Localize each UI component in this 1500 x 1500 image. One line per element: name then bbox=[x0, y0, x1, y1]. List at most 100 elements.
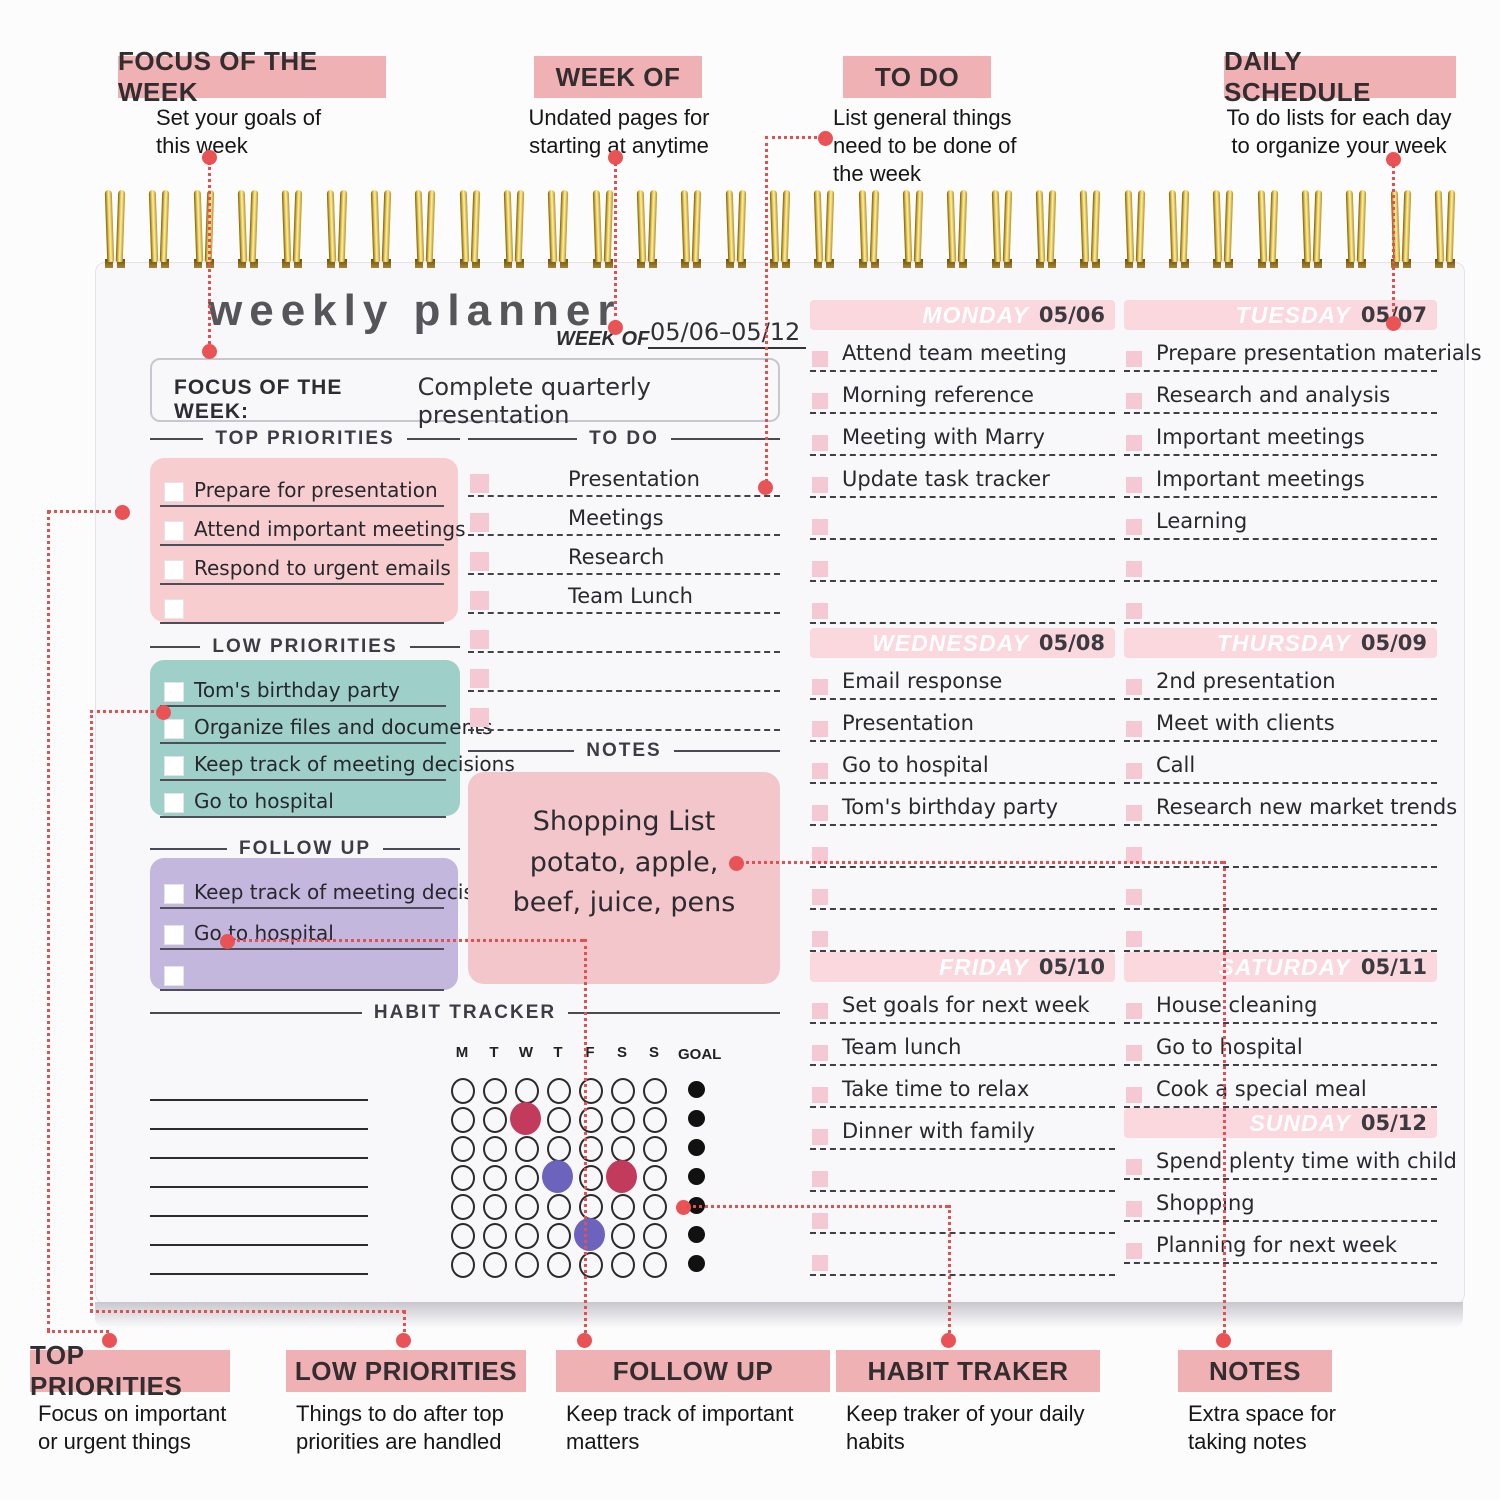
follow-up-row[interactable]: Keep track of meeting decisions bbox=[160, 868, 515, 909]
habit-circle[interactable] bbox=[643, 1078, 667, 1104]
habit-circle[interactable] bbox=[451, 1136, 475, 1162]
week-of-value[interactable]: 05/06–05/12 bbox=[648, 318, 807, 349]
checkbox[interactable] bbox=[164, 682, 184, 702]
to-do-row[interactable] bbox=[468, 692, 780, 731]
priority-row[interactable]: Keep track of meeting decisions bbox=[160, 744, 515, 781]
habit-circle[interactable] bbox=[579, 1136, 603, 1162]
day-task-row[interactable]: Email response bbox=[810, 658, 1115, 700]
checkbox[interactable] bbox=[1126, 679, 1142, 695]
habit-circle[interactable] bbox=[579, 1252, 603, 1278]
priority-row[interactable]: Go to hospital bbox=[160, 781, 446, 818]
to-do-row[interactable]: Meetings bbox=[468, 497, 780, 536]
day-task-row[interactable]: Presentation bbox=[810, 700, 1115, 742]
checkbox[interactable] bbox=[470, 474, 489, 493]
checkbox[interactable] bbox=[812, 847, 828, 863]
habit-circle[interactable] bbox=[515, 1136, 539, 1162]
habit-circle[interactable] bbox=[483, 1078, 507, 1104]
checkbox[interactable] bbox=[1126, 1159, 1142, 1175]
habit-circle[interactable] bbox=[483, 1252, 507, 1278]
habit-circle[interactable] bbox=[547, 1194, 571, 1220]
checkbox[interactable] bbox=[164, 521, 184, 541]
checkbox[interactable] bbox=[164, 966, 184, 986]
checkbox[interactable] bbox=[1126, 1201, 1142, 1217]
checkbox[interactable] bbox=[812, 1129, 828, 1145]
checkbox[interactable] bbox=[812, 1171, 828, 1187]
day-task-row[interactable]: Team lunch bbox=[810, 1024, 1115, 1066]
focus-of-week-box[interactable]: FOCUS OF THE WEEK: Complete quarterly pr… bbox=[150, 358, 780, 429]
habit-name-line[interactable] bbox=[150, 1186, 368, 1188]
day-task-row[interactable] bbox=[810, 540, 1115, 582]
checkbox[interactable] bbox=[812, 931, 828, 947]
day-task-row[interactable] bbox=[810, 1234, 1115, 1276]
habit-circle[interactable] bbox=[611, 1136, 635, 1162]
day-task-row[interactable] bbox=[1124, 582, 1437, 624]
habit-circle[interactable] bbox=[643, 1165, 667, 1191]
habit-circle[interactable] bbox=[483, 1194, 507, 1220]
day-task-row[interactable]: Take time to relax bbox=[810, 1066, 1115, 1108]
to-do-row[interactable]: Team Lunch bbox=[468, 575, 780, 614]
checkbox[interactable] bbox=[470, 669, 489, 688]
checkbox[interactable] bbox=[1126, 561, 1142, 577]
checkbox[interactable] bbox=[1126, 603, 1142, 619]
priority-row[interactable]: Attend important meetings bbox=[160, 507, 466, 546]
habit-circle[interactable] bbox=[611, 1194, 635, 1220]
day-task-row[interactable]: Research new market trends bbox=[1124, 784, 1457, 826]
checkbox[interactable] bbox=[1126, 931, 1142, 947]
habit-circle[interactable] bbox=[547, 1223, 571, 1249]
checkbox[interactable] bbox=[812, 561, 828, 577]
priority-row[interactable] bbox=[160, 585, 444, 624]
day-task-row[interactable]: Dinner with family bbox=[810, 1108, 1115, 1150]
checkbox[interactable] bbox=[1126, 351, 1142, 367]
checkbox[interactable] bbox=[164, 756, 184, 776]
checkbox[interactable] bbox=[812, 351, 828, 367]
checkbox[interactable] bbox=[1126, 721, 1142, 737]
day-task-row[interactable]: Go to hospital bbox=[810, 742, 1115, 784]
habit-name-line[interactable] bbox=[150, 1157, 368, 1159]
day-task-row[interactable]: Research and analysis bbox=[1124, 372, 1437, 414]
day-task-row[interactable] bbox=[810, 1150, 1115, 1192]
day-task-row[interactable]: House cleaning bbox=[1124, 982, 1437, 1024]
habit-name-line[interactable] bbox=[150, 1215, 368, 1217]
habit-circle[interactable] bbox=[611, 1252, 635, 1278]
day-task-row[interactable]: Set goals for next week bbox=[810, 982, 1115, 1024]
habit-name-line[interactable] bbox=[150, 1244, 368, 1246]
day-task-row[interactable]: Planning for next week bbox=[1124, 1222, 1437, 1264]
habit-circle[interactable] bbox=[643, 1223, 667, 1249]
priority-row[interactable]: Tom's birthday party bbox=[160, 670, 446, 707]
checkbox[interactable] bbox=[812, 679, 828, 695]
checkbox[interactable] bbox=[164, 560, 184, 580]
habit-circle[interactable] bbox=[579, 1194, 603, 1220]
checkbox[interactable] bbox=[812, 603, 828, 619]
checkbox[interactable] bbox=[1126, 1003, 1142, 1019]
day-task-row[interactable] bbox=[1124, 826, 1437, 868]
habit-circle[interactable] bbox=[579, 1078, 603, 1104]
follow-up-row[interactable]: Go to hospital bbox=[160, 909, 444, 950]
day-task-row[interactable]: Learning bbox=[1124, 498, 1437, 540]
day-task-row[interactable]: Prepare presentation materials bbox=[1124, 330, 1482, 372]
to-do-row[interactable] bbox=[468, 653, 780, 692]
habit-circle[interactable] bbox=[483, 1136, 507, 1162]
checkbox[interactable] bbox=[164, 884, 184, 904]
habit-circle[interactable] bbox=[483, 1165, 507, 1191]
priority-row[interactable]: Prepare for presentation bbox=[160, 468, 444, 507]
day-task-row[interactable]: Shopping bbox=[1124, 1180, 1437, 1222]
day-task-row[interactable] bbox=[1124, 910, 1437, 952]
habit-circle[interactable] bbox=[451, 1223, 475, 1249]
checkbox[interactable] bbox=[164, 719, 184, 739]
habit-circle[interactable] bbox=[451, 1107, 475, 1133]
checkbox[interactable] bbox=[812, 519, 828, 535]
habit-circle[interactable] bbox=[451, 1078, 475, 1104]
checkbox[interactable] bbox=[812, 1045, 828, 1061]
day-task-row[interactable] bbox=[810, 498, 1115, 540]
habit-circle[interactable] bbox=[451, 1252, 475, 1278]
day-task-row[interactable] bbox=[810, 868, 1115, 910]
day-task-row[interactable] bbox=[810, 582, 1115, 624]
day-task-row[interactable]: Attend team meeting bbox=[810, 330, 1115, 372]
checkbox[interactable] bbox=[1126, 393, 1142, 409]
checkbox[interactable] bbox=[1126, 805, 1142, 821]
priority-row[interactable]: Organize files and documents bbox=[160, 707, 493, 744]
habit-circle[interactable] bbox=[515, 1165, 539, 1191]
checkbox[interactable] bbox=[812, 889, 828, 905]
habit-circle[interactable] bbox=[547, 1252, 571, 1278]
to-do-row[interactable] bbox=[468, 614, 780, 653]
